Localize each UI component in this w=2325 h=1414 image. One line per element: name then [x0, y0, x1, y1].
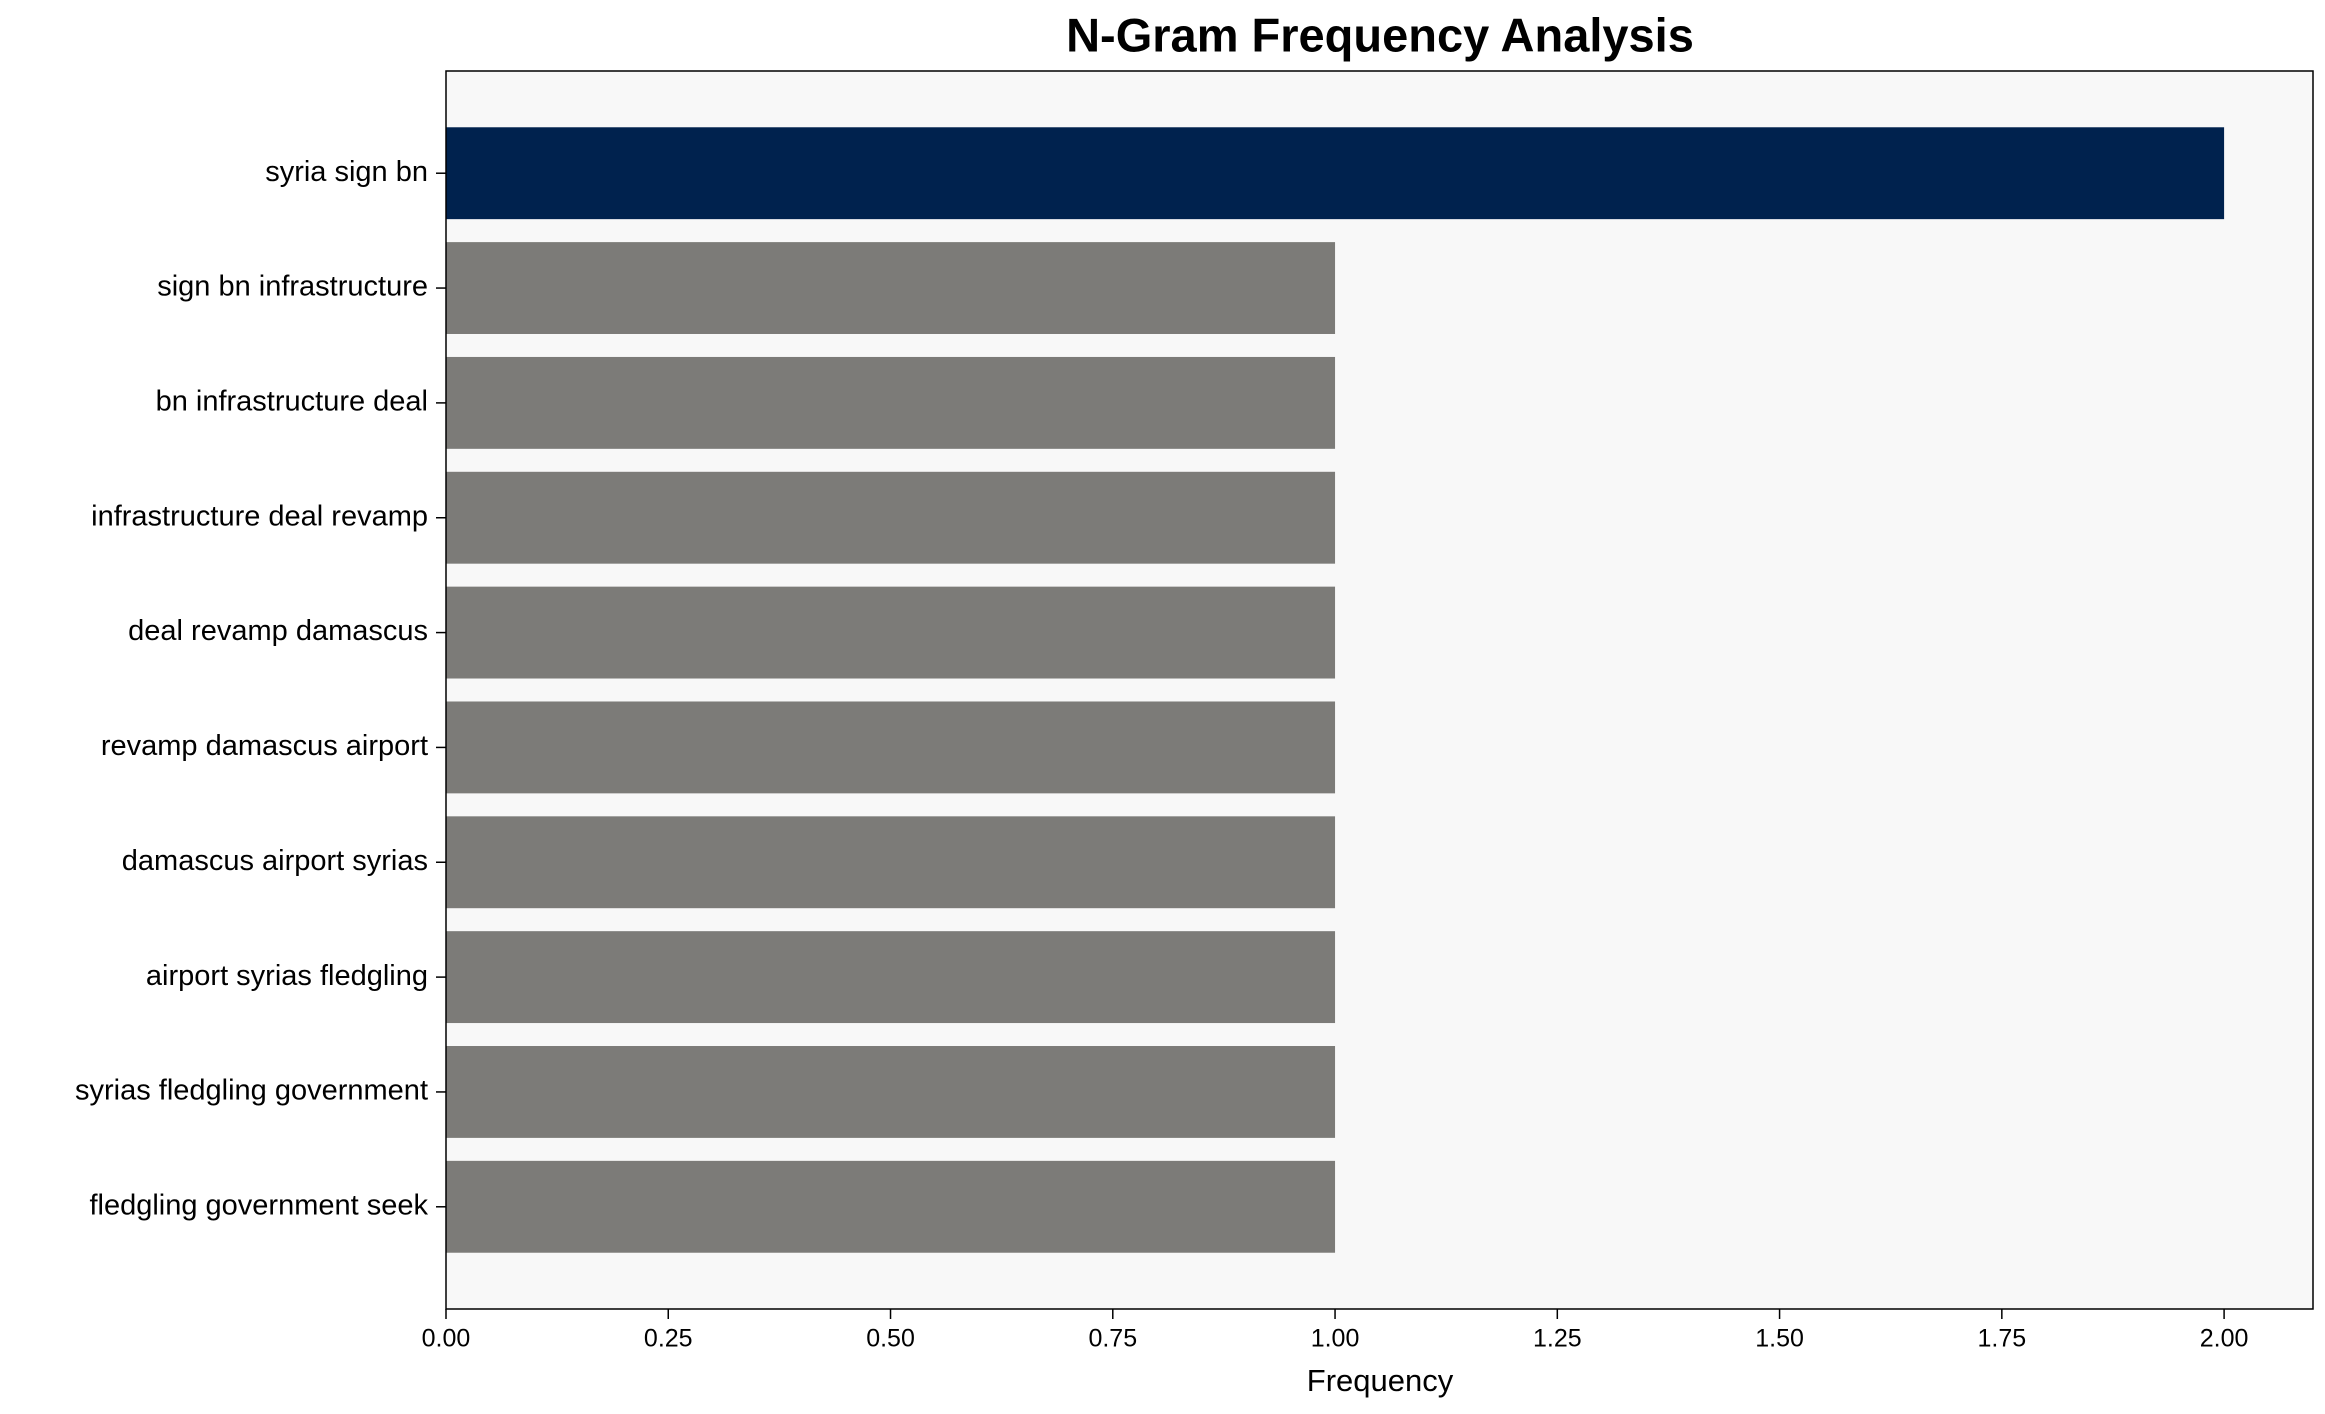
x-tick-label: 1.75: [1977, 1325, 2026, 1353]
x-axis-label: Frequency: [1307, 1363, 1454, 1398]
y-tick-label: sign bn infrastructure: [157, 271, 428, 303]
bar: [446, 931, 1336, 1024]
bar: [446, 1046, 1336, 1138]
y-tick-label: syria sign bn: [265, 156, 428, 188]
bar: [446, 471, 1336, 564]
x-tick-label: 1.00: [1311, 1325, 1360, 1353]
x-tick-label: 0.00: [422, 1325, 471, 1353]
bar: [446, 701, 1336, 794]
y-tick-label: damascus airport syrias: [122, 845, 428, 877]
bar: [446, 1160, 1336, 1253]
x-tick-label: 0.75: [1088, 1325, 1137, 1353]
y-tick-label: deal revamp damascus: [128, 615, 428, 647]
chart-title: N-Gram Frequency Analysis: [1066, 8, 1694, 61]
x-tick-label: 1.25: [1533, 1325, 1582, 1353]
y-tick-label: infrastructure deal revamp: [91, 500, 428, 532]
plot-frame: [445, 70, 2314, 1310]
bar: [446, 586, 1336, 679]
x-tick-label: 0.25: [644, 1325, 693, 1353]
bar: [446, 242, 1336, 334]
bar: [446, 816, 1336, 909]
y-tick-label: bn infrastructure deal: [156, 386, 428, 418]
x-tick-label: 0.50: [866, 1325, 915, 1353]
bar: [446, 127, 2225, 220]
y-tick-label: revamp damascus airport: [101, 730, 428, 762]
y-tick-label: syrias fledgling government: [75, 1075, 428, 1107]
y-tick-label: airport syrias fledgling: [146, 960, 428, 992]
x-tick-label: 2.00: [2200, 1325, 2249, 1353]
bar: [446, 356, 1336, 449]
x-tick-label: 1.50: [1755, 1325, 1804, 1353]
y-tick-label: fledgling government seek: [89, 1189, 428, 1221]
